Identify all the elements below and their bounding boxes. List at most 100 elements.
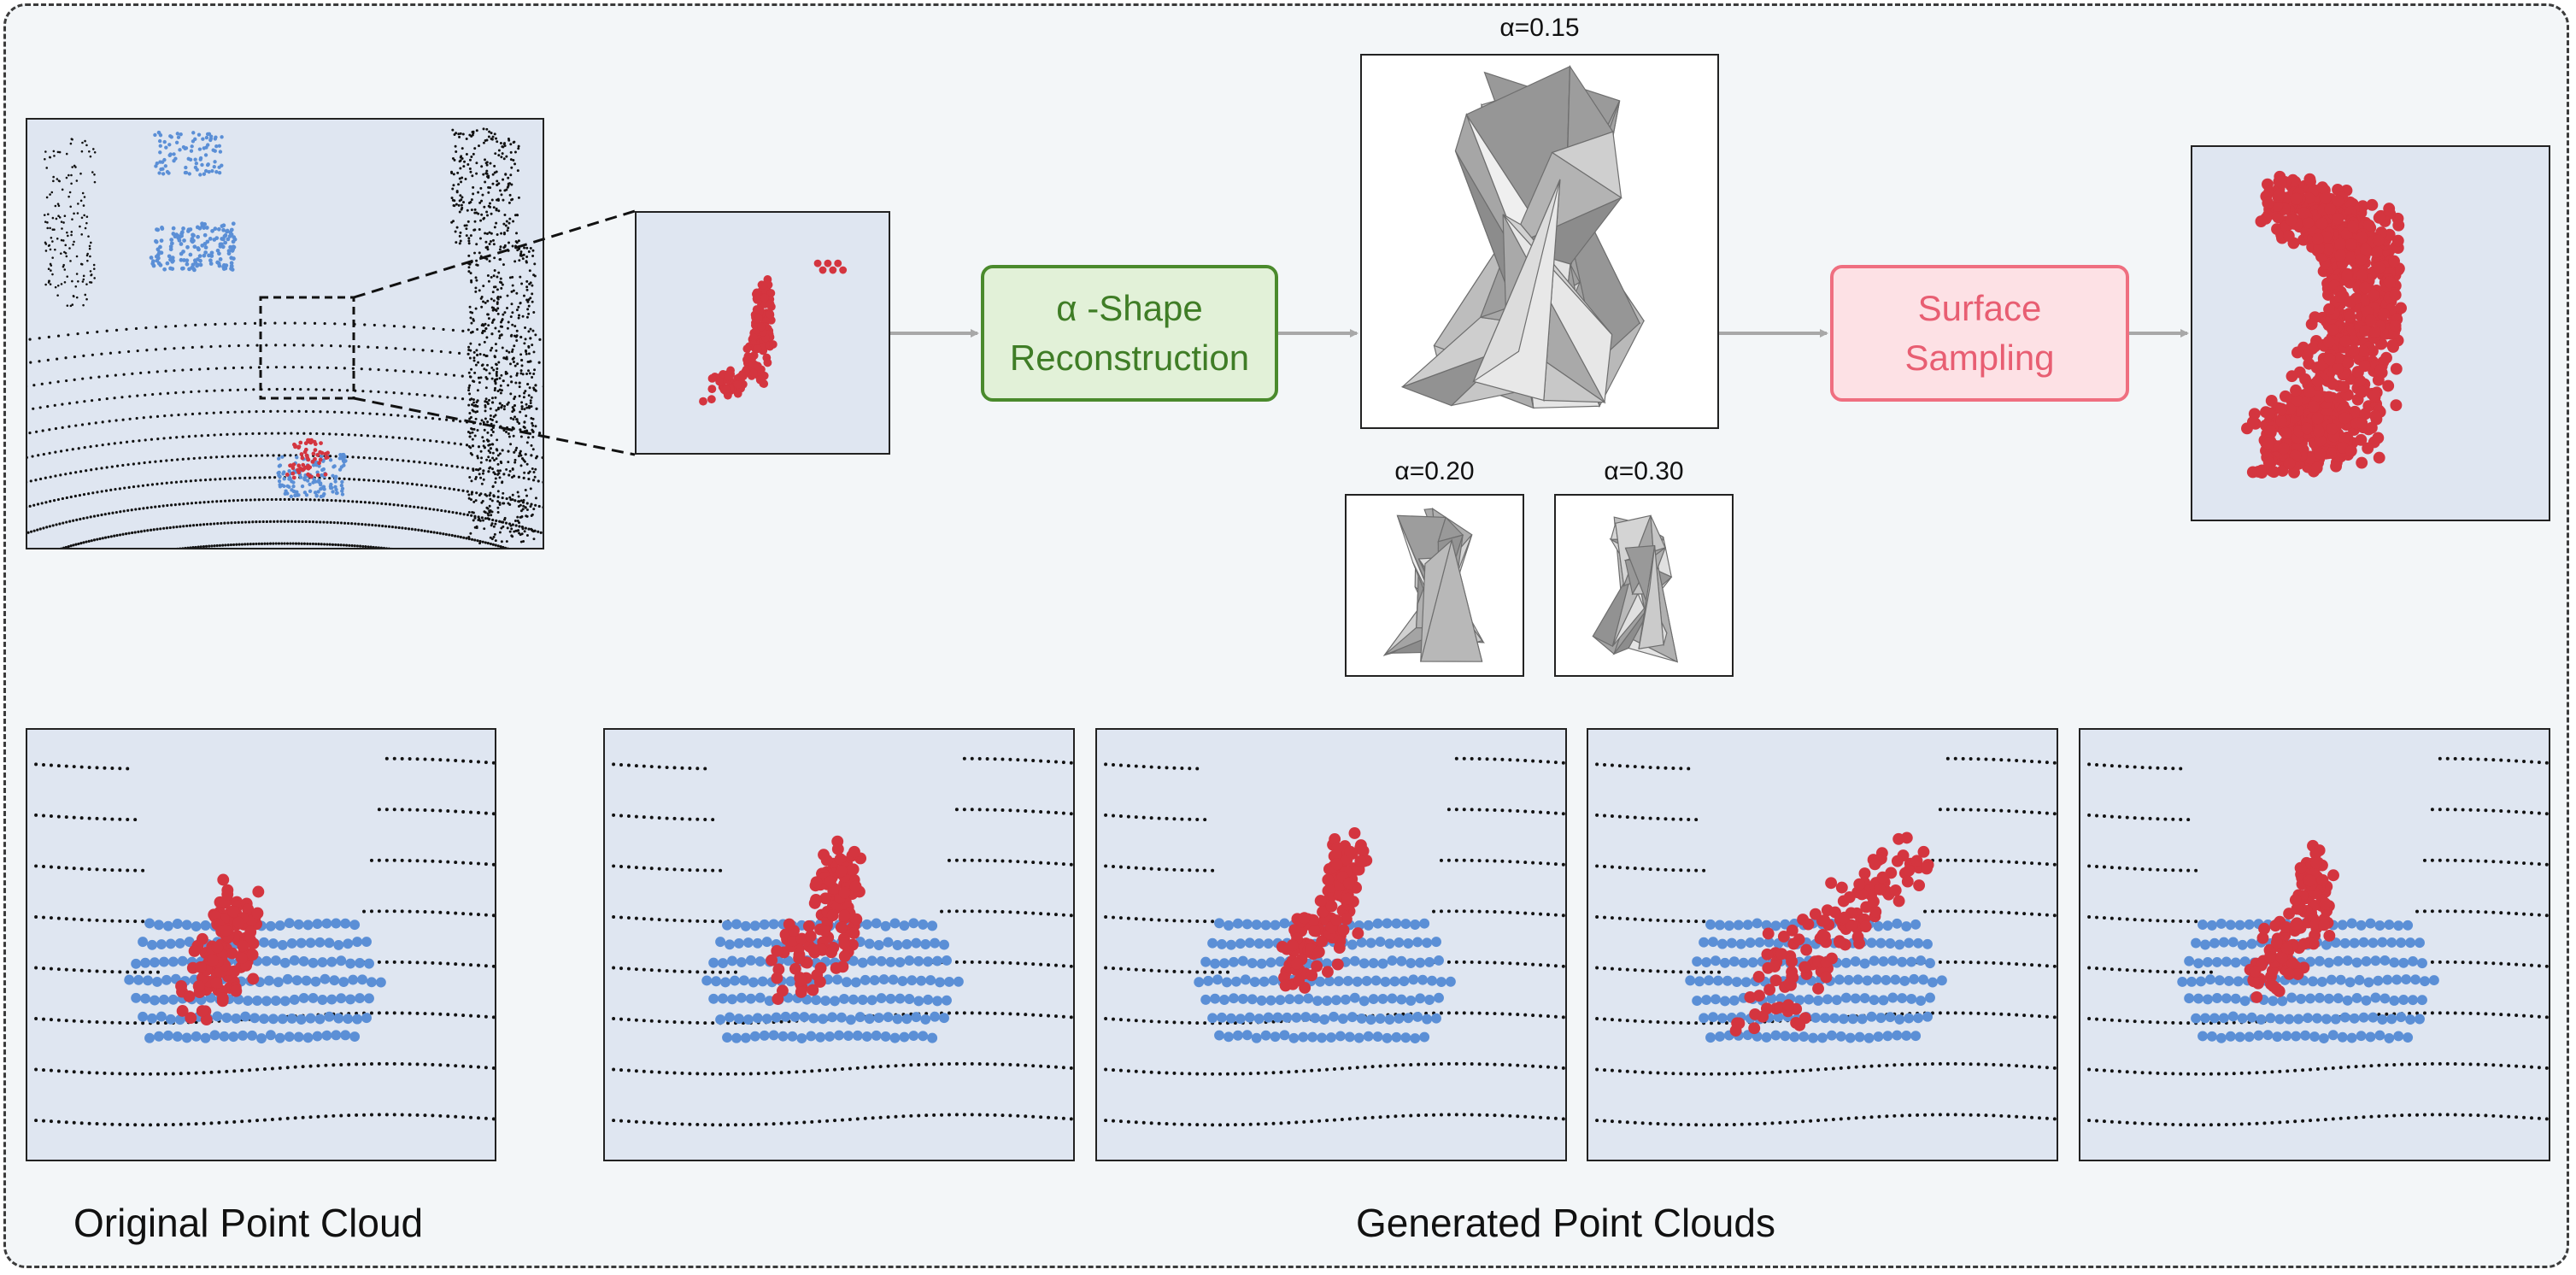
sampled-point	[2374, 364, 2386, 376]
clutter-point	[525, 441, 529, 444]
lidar-point	[375, 412, 378, 416]
lidar-point	[520, 405, 524, 408]
lidar-point	[267, 387, 271, 391]
clutter-point	[467, 493, 471, 496]
car-point	[163, 164, 167, 168]
clutter-point	[496, 275, 499, 279]
object-point	[299, 452, 304, 456]
object-base-point	[290, 488, 294, 492]
lidar-point	[461, 374, 464, 378]
clutter-point	[51, 240, 54, 243]
lidar-point	[214, 367, 219, 370]
clutter-point	[502, 263, 505, 267]
clutter-point	[475, 129, 478, 132]
clutter-point	[506, 229, 509, 232]
lidar-point	[308, 432, 312, 435]
lidar-point	[166, 503, 169, 508]
lidar-point	[220, 455, 224, 459]
car-point	[169, 241, 174, 246]
lidar-point	[237, 344, 240, 348]
clutter-point	[526, 300, 530, 303]
clutter-point	[534, 425, 537, 428]
lidar-point	[368, 367, 372, 371]
clutter-point	[509, 416, 513, 420]
lidar-point	[328, 455, 332, 458]
clutter-point	[498, 476, 502, 479]
car-point	[230, 246, 235, 251]
lidar-point	[168, 436, 172, 439]
clutter-point	[457, 203, 461, 207]
lidar-point	[429, 485, 433, 488]
clutter-point	[523, 246, 526, 250]
clutter-point	[507, 320, 510, 324]
clutter-point	[85, 221, 88, 225]
lidar-point	[100, 352, 103, 355]
lidar-point	[415, 483, 419, 486]
lidar-point	[379, 457, 383, 461]
lidar-point	[367, 345, 370, 349]
clutter-point	[521, 508, 525, 511]
lidar-point	[432, 326, 436, 331]
sampled-point	[2371, 245, 2383, 258]
clutter-point	[469, 532, 472, 535]
lidar-point	[414, 528, 417, 532]
lidar-point	[419, 371, 423, 374]
lidar-point	[338, 499, 342, 502]
lidar-point	[181, 368, 185, 372]
clutter-point	[467, 403, 471, 407]
car-point	[154, 164, 158, 168]
object-point	[298, 440, 303, 445]
clutter-point	[475, 243, 478, 246]
clutter-point	[524, 506, 527, 509]
sampled-point	[2321, 407, 2333, 419]
car-point	[172, 159, 176, 163]
clutter-point	[472, 500, 476, 503]
lidar-point	[363, 323, 367, 326]
lidar-point	[272, 454, 275, 457]
lidar-point	[175, 436, 179, 439]
clutter-point	[501, 480, 504, 484]
clutter-point	[519, 464, 523, 467]
lidar-point	[90, 468, 93, 472]
clutter-point	[74, 166, 77, 168]
clutter-point	[513, 344, 516, 348]
lidar-point	[326, 366, 329, 369]
lidar-point	[46, 358, 50, 361]
lidar-point	[302, 432, 306, 435]
clutter-point	[472, 318, 475, 321]
clutter-point	[47, 213, 50, 216]
clutter-point	[479, 449, 483, 453]
sampled-point	[2274, 188, 2286, 201]
clutter-point	[48, 244, 51, 247]
clutter-point	[493, 164, 496, 167]
clutter-point	[472, 519, 475, 522]
lidar-point	[407, 460, 410, 463]
lidar-point	[322, 388, 326, 391]
sampled-point	[2392, 219, 2405, 232]
lidar-point	[400, 391, 403, 395]
lidar-point	[114, 487, 117, 491]
lidar-point	[125, 440, 129, 444]
lidar-point	[422, 438, 425, 442]
car-point	[179, 257, 184, 262]
sampled-point	[2314, 447, 2327, 460]
lidar-point	[100, 513, 103, 517]
clutter-point	[467, 266, 471, 269]
clutter-point	[485, 401, 489, 404]
clutter-point	[509, 315, 513, 319]
clutter-point	[499, 189, 502, 192]
lidar-point	[466, 467, 470, 470]
clutter-point	[522, 294, 525, 297]
clutter-point	[85, 283, 88, 285]
clutter-point	[508, 530, 512, 533]
car-point	[225, 229, 229, 234]
lidar-point	[285, 542, 290, 545]
clutter-point	[483, 205, 486, 209]
clutter-point	[496, 295, 500, 298]
lidar-point	[61, 496, 64, 501]
car-point	[204, 226, 209, 230]
lidar-point	[465, 537, 468, 540]
clutter-point	[512, 220, 515, 223]
lidar-point	[37, 454, 40, 457]
car-point	[187, 172, 191, 176]
